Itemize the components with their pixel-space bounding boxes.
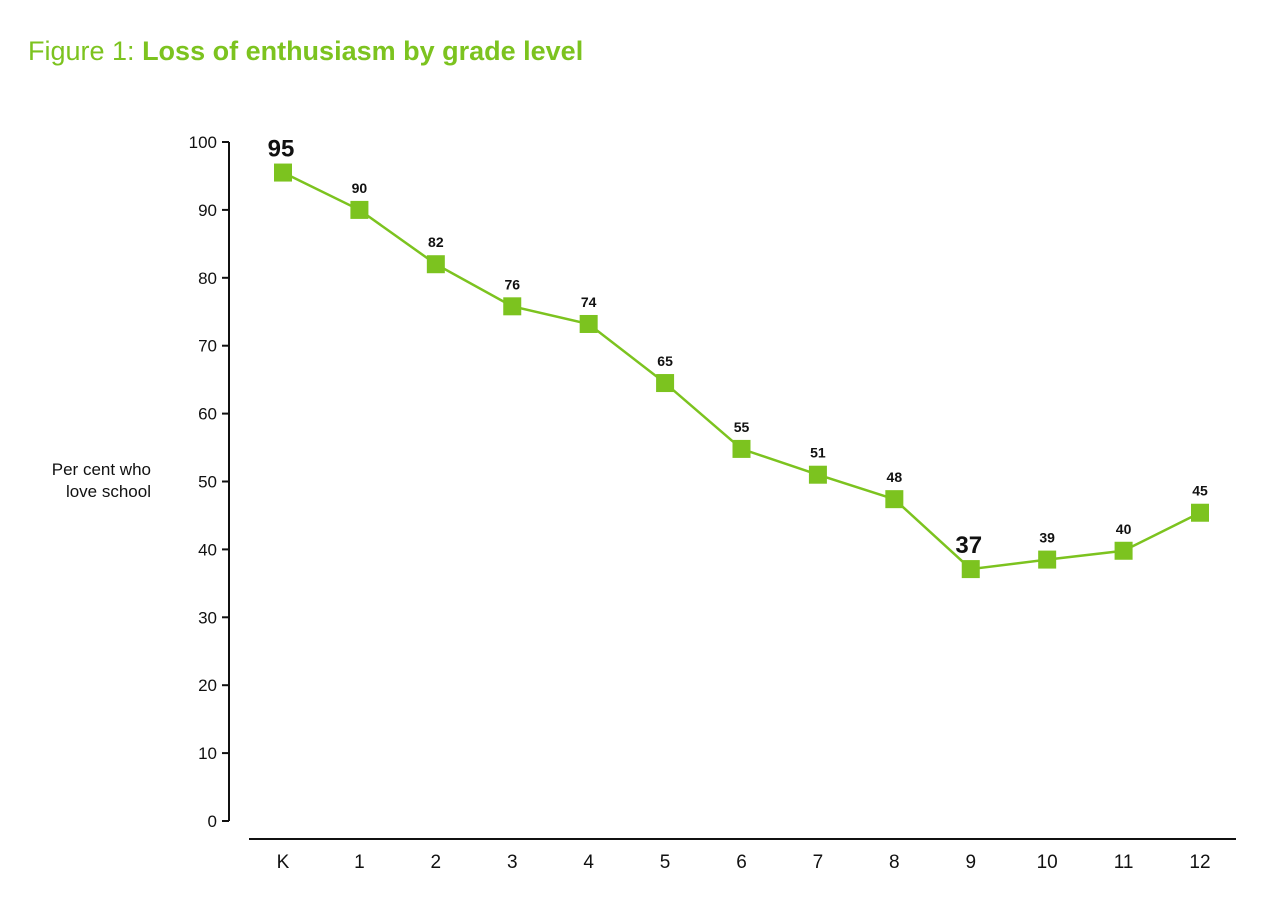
data-point-marker	[1114, 541, 1133, 560]
x-tick-label: 11	[1114, 852, 1134, 873]
x-tick-label: 8	[889, 852, 900, 873]
chart-title: Figure 1: Loss of enthusiasm by grade le…	[28, 36, 583, 67]
x-tick-label: 2	[431, 852, 442, 873]
x-tick-label: 7	[813, 852, 824, 873]
data-label: 90	[352, 180, 368, 196]
x-tick-label: 3	[507, 852, 518, 873]
title-main: Loss of enthusiasm by grade level	[142, 36, 584, 66]
y-tick-label: 0	[208, 812, 217, 831]
data-point-marker	[426, 255, 445, 274]
y-axis-label: Per cent who love school	[10, 459, 151, 503]
x-tick-label: 4	[583, 852, 594, 873]
data-label: 40	[1116, 521, 1132, 537]
y-tick-label: 70	[198, 337, 217, 356]
data-label: 65	[657, 353, 673, 369]
y-tick-label: 50	[198, 473, 217, 492]
data-label: 74	[581, 294, 597, 310]
x-tick-label: 6	[736, 852, 747, 873]
data-point-marker	[1191, 503, 1209, 522]
y-axis-label-line-1: Per cent who	[51, 460, 151, 479]
data-point-marker	[885, 490, 904, 509]
series-line	[282, 171, 1201, 571]
x-tick-label: 10	[1037, 852, 1058, 873]
data-label: 45	[1192, 483, 1208, 499]
y-tick-label: 30	[198, 608, 217, 627]
data-point-marker	[579, 314, 598, 333]
x-tick-label: 5	[660, 852, 671, 873]
data-point-marker	[274, 163, 292, 182]
data-label: 76	[504, 276, 520, 292]
x-tick-label: 9	[965, 852, 976, 873]
data-point-marker	[350, 200, 369, 219]
y-tick-label: 90	[198, 201, 217, 220]
data-point-marker	[656, 374, 675, 393]
data-point-marker	[1038, 550, 1057, 569]
data-label: 95	[268, 136, 295, 163]
y-tick-label: 60	[198, 405, 217, 424]
y-tick-label: 10	[198, 744, 217, 763]
data-label: 82	[428, 234, 444, 250]
data-label: 39	[1039, 530, 1055, 546]
data-point-marker	[961, 560, 980, 579]
x-tick-label: 12	[1189, 852, 1210, 873]
data-label: 48	[887, 469, 903, 485]
data-label: 55	[734, 419, 750, 435]
x-tick-label: 1	[354, 852, 365, 873]
y-axis-label-line-2: love school	[65, 482, 151, 501]
data-point-marker	[808, 465, 827, 484]
y-tick-label: 100	[189, 133, 217, 152]
title-prefix: Figure 1:	[28, 36, 143, 66]
data-label: 37	[955, 532, 982, 559]
y-tick-label: 80	[198, 269, 217, 288]
y-tick-label: 40	[198, 540, 217, 559]
data-point-marker	[732, 439, 751, 458]
y-tick-label: 20	[198, 676, 217, 695]
data-point-marker	[503, 297, 522, 316]
x-tick-label: K	[277, 852, 290, 873]
data-label: 51	[810, 445, 826, 461]
